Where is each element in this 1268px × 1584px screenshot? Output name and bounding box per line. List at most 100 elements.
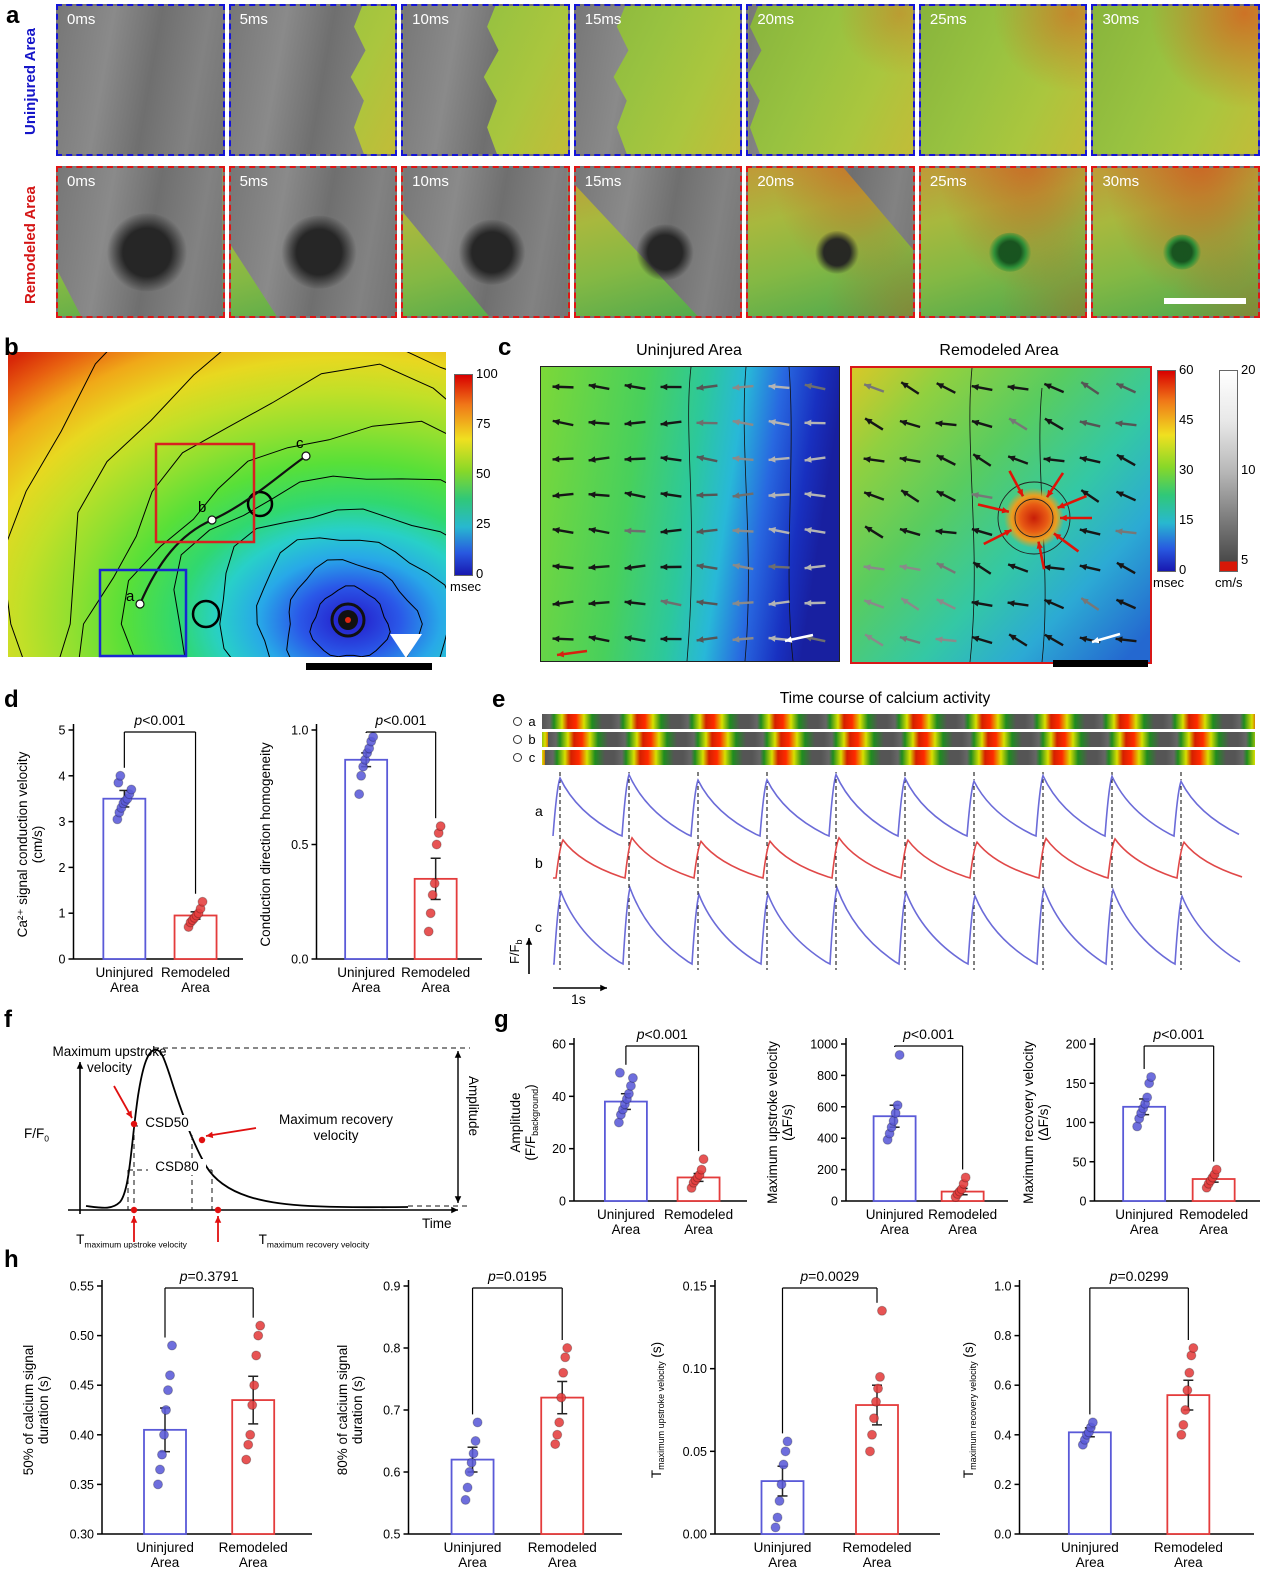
data-point (249, 1380, 260, 1391)
frame-timestamp: 0ms (67, 11, 96, 28)
strip-label: b (528, 732, 536, 747)
data-point (774, 1495, 785, 1506)
panel-f-schematic: Maximum upstroke velocity Maximum recove… (10, 1014, 502, 1250)
data-point (776, 1479, 787, 1490)
strip-marker-dot (513, 735, 522, 744)
chart-csd50: 0.30 0.35 0.40 0.45 0.50 0.55 50% of calcium s… (18, 1256, 318, 1580)
svg-text:0.6: 0.6 (383, 1466, 400, 1480)
frame-timestamp: 15ms (584, 11, 622, 28)
p-value-label: p<0.001 (902, 1026, 954, 1042)
dark-core-blob (104, 213, 189, 291)
recovery-l2: velocity (313, 1127, 359, 1143)
data-point (554, 1417, 565, 1428)
svg-text:Uninjured: Uninjured (597, 1207, 655, 1222)
panel-b-isochrone-map: a b c 100 75 50 25 0 msec (8, 352, 504, 682)
trace-label: a (535, 803, 543, 819)
data-point (464, 1467, 475, 1477)
strip-label: c (528, 750, 536, 765)
svg-text:Remodeled: Remodeled (528, 1540, 597, 1555)
panel-f-svg (68, 1047, 470, 1242)
strip-marker-dot (513, 753, 522, 762)
trace-a (552, 772, 1240, 838)
heatmap-strip-row: a (513, 714, 1255, 729)
data-point (167, 1340, 177, 1351)
data-point (115, 770, 126, 781)
colorbar-unit: msec (1153, 575, 1185, 590)
data-point (1146, 1071, 1157, 1082)
svg-text:Uninjured: Uninjured (1115, 1207, 1173, 1222)
svg-text:Remodeled: Remodeled (842, 1540, 911, 1555)
bar (540, 1396, 585, 1535)
data-point (247, 1400, 258, 1411)
data-point (780, 1446, 791, 1457)
frame-remodeled-0ms: 0ms (56, 166, 225, 318)
svg-text:0.5: 0.5 (291, 838, 308, 852)
t-upstroke-label: Tmaximum upstroke velocity (44, 1232, 219, 1250)
panel-c-colorbar-cms: 20 10 5 cm/s (1215, 362, 1268, 610)
svg-text:Uninjured: Uninjured (95, 965, 153, 980)
colorbar-tick: 10 (1241, 462, 1256, 477)
svg-text:Area: Area (612, 1222, 641, 1237)
data-point (560, 1352, 571, 1363)
svg-text:4: 4 (59, 769, 66, 783)
frame-uninjured-25ms: 25ms (918, 4, 1088, 156)
svg-text:0.4: 0.4 (994, 1428, 1011, 1442)
svg-text:Uninjured: Uninjured (754, 1540, 812, 1555)
frame-uninjured-15ms: 15ms (573, 4, 743, 156)
frame-remodeled-10ms: 10ms (401, 166, 570, 318)
chart-direction-homogeneity: 0.0 0.5 1.0 Conduction direction homogeneit… (255, 700, 488, 1005)
dark-core-blob (634, 224, 695, 280)
panel-c-scalebar (1053, 660, 1148, 667)
data-point (165, 1370, 175, 1381)
data-point (427, 889, 438, 900)
panel-d-label: d (4, 686, 19, 713)
data-point (161, 1405, 171, 1415)
data-point (153, 1479, 163, 1490)
panel-b-scalebar (306, 663, 432, 670)
data-point (245, 1429, 256, 1440)
colorbar-tick: 15 (1179, 512, 1194, 527)
dark-core-blob (814, 231, 861, 274)
data-point (552, 1429, 563, 1440)
svg-text:Uninjured: Uninjured (444, 1540, 502, 1555)
data-point (894, 1049, 905, 1060)
svg-text:0.8: 0.8 (383, 1342, 400, 1356)
y-axis-label: Maximum recovery velocity (1021, 1041, 1036, 1204)
svg-text:0.0: 0.0 (291, 953, 308, 967)
data-point (696, 1164, 707, 1175)
svg-text:0.0: 0.0 (994, 1528, 1011, 1542)
svg-text:0.9: 0.9 (383, 1280, 400, 1294)
colorbar-tick: 60 (1179, 362, 1194, 377)
svg-text:1.0: 1.0 (291, 724, 308, 738)
svg-text:600: 600 (817, 1100, 838, 1114)
y-axis-label: (cm/s) (30, 826, 45, 864)
frame-remodeled-30ms: 30ms (1091, 166, 1261, 318)
y-axis-label: Ca²⁺ signal conduction velocity (15, 751, 30, 937)
y-axis-label: Maximum upstroke velocity (765, 1041, 780, 1204)
data-point (429, 878, 440, 889)
colorbar-tick: 25 (476, 516, 491, 531)
svg-text:Uninjured: Uninjured (866, 1207, 924, 1222)
calcium-heatmap-strip (542, 750, 1255, 765)
svg-text:Area: Area (352, 980, 381, 995)
panel-c-colorbars: 60 45 30 15 0 msec 20 10 5 cm/s (1153, 362, 1268, 610)
data-point (1180, 1405, 1191, 1415)
svg-text:150: 150 (1066, 1077, 1087, 1091)
e-time-scale-label: 1s (571, 991, 586, 1006)
t-rec-sub: maximum recovery velocity (266, 1239, 370, 1250)
svg-text:0.40: 0.40 (70, 1428, 94, 1442)
panel-c-title-remodeled: Remodeled Area (939, 342, 1059, 359)
y-axis-label: Amplitude (508, 1092, 523, 1152)
svg-text:100: 100 (1066, 1116, 1087, 1130)
svg-text:0.55: 0.55 (70, 1280, 94, 1294)
colorbar-unit: msec (450, 579, 482, 594)
p-value-label: p<0.001 (133, 712, 185, 728)
svg-text:Area: Area (110, 980, 139, 995)
csd50-label: CSD50 (138, 1115, 196, 1131)
svg-text:0.05: 0.05 (683, 1445, 707, 1459)
map-point-label: b (198, 499, 206, 516)
svg-text:0.5: 0.5 (383, 1528, 400, 1542)
svg-text:Uninjured: Uninjured (337, 965, 395, 980)
data-point (1188, 1343, 1199, 1353)
uninjured-roi-box (98, 568, 188, 658)
